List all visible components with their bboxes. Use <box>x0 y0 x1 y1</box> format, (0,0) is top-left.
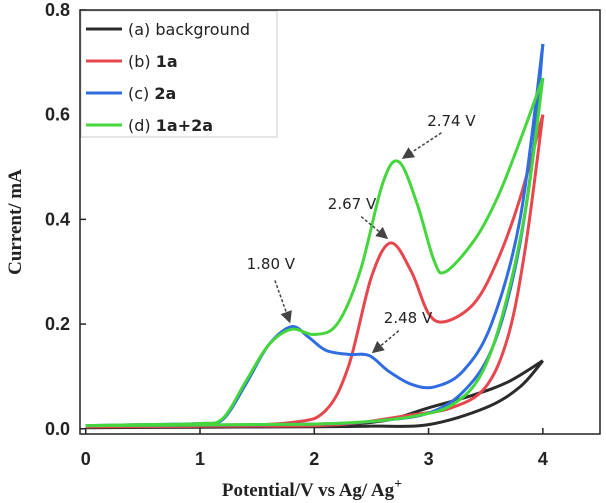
y-tick-label: 0.4 <box>45 209 70 229</box>
annotation-label: 2.48 V <box>384 309 433 327</box>
x-tick-label: 4 <box>538 449 548 469</box>
annotation-arrow <box>371 330 400 354</box>
x-tick-label: 0 <box>81 449 91 469</box>
annotation-arrow <box>274 280 292 324</box>
y-axis-title: Current/ mA <box>5 169 26 275</box>
legend-box <box>80 10 278 138</box>
series-1a2a-reverse-line <box>85 77 545 428</box>
legend-entry-1a2a: (d) 1a+2a <box>128 116 213 135</box>
legend-entry-background: (a) background <box>128 20 250 39</box>
annotation-label: 2.67 V <box>328 195 377 213</box>
annotation-label: 1.80 V <box>247 255 296 273</box>
y-tick-label: 0.0 <box>45 419 70 439</box>
x-tick-label: 1 <box>195 449 205 469</box>
annotation-arrow <box>401 132 442 159</box>
legend-entry-1a: (b) 1a <box>128 52 178 71</box>
series-1a2a-forward-line <box>85 77 545 428</box>
y-tick-label: 0.2 <box>45 314 70 334</box>
x-tick-label: 2 <box>309 449 319 469</box>
x-axis-title: Potential/V vs Ag/ Ag+ <box>222 477 402 501</box>
y-tick-label: 0.8 <box>45 0 70 20</box>
legend-entry-2a: (c) 2a <box>128 84 176 103</box>
annotation-arrow <box>360 216 389 240</box>
x-tick-label: 3 <box>424 449 434 469</box>
annotation-label: 2.74 V <box>427 112 476 130</box>
plot-frame <box>79 9 601 435</box>
y-tick-label: 0.6 <box>45 105 70 125</box>
